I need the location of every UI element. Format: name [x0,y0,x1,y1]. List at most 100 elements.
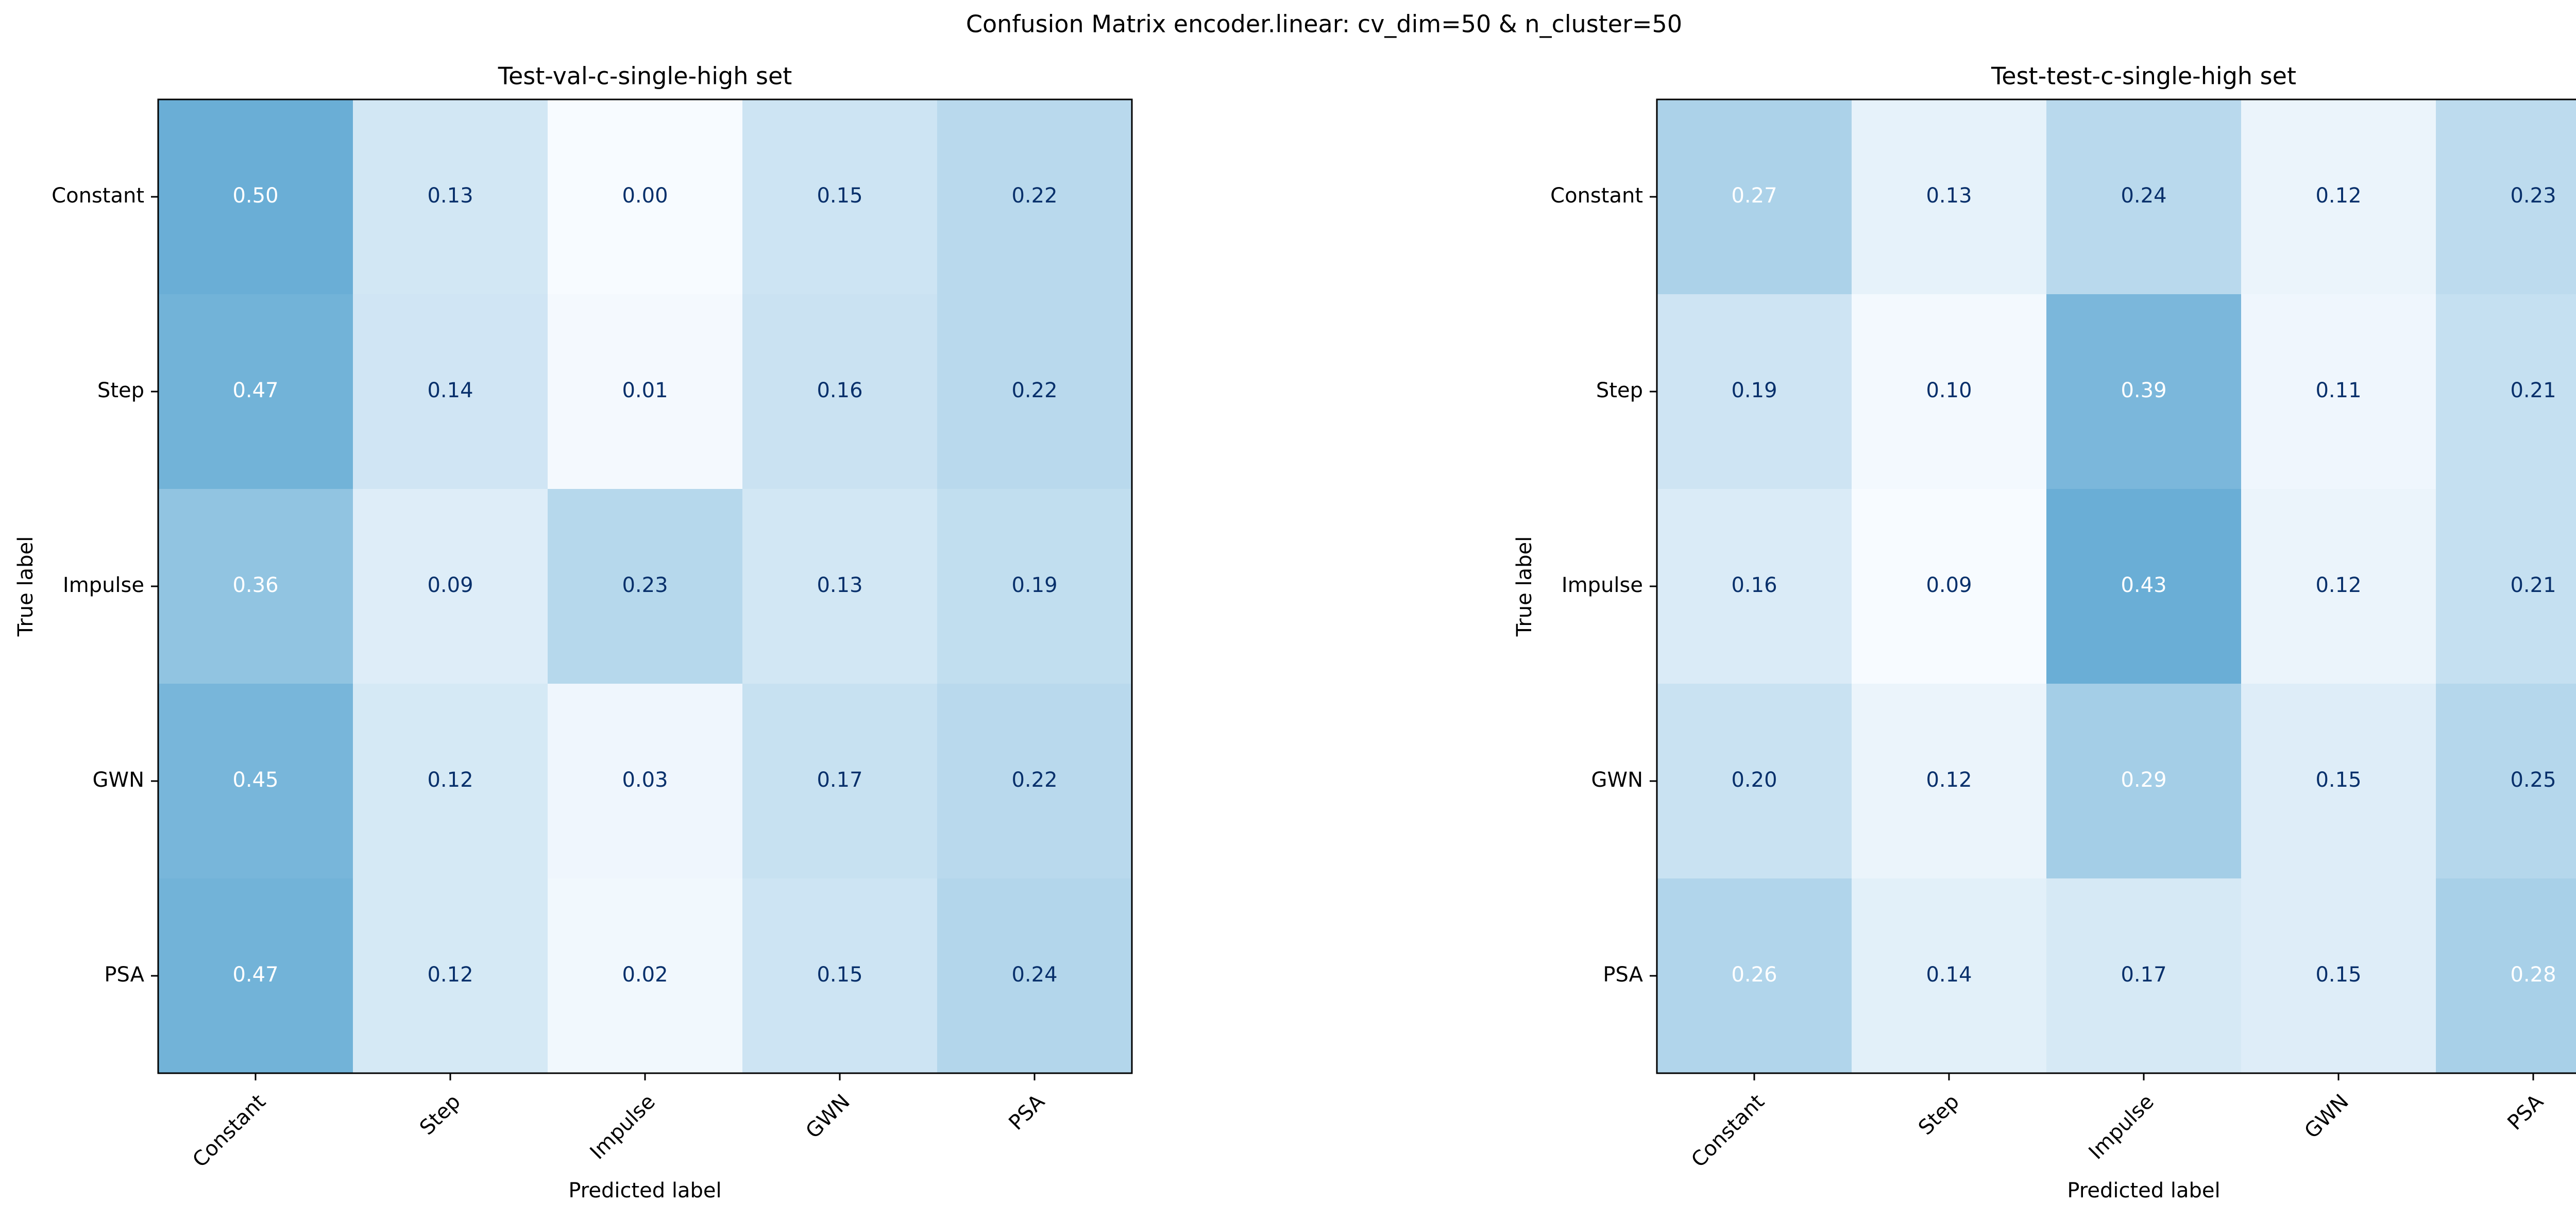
cell-value-label: 0.39 [2121,379,2166,402]
heatmap-cell [548,489,743,684]
heatmap-cell [2241,878,2436,1074]
heatmap-cell [548,294,743,489]
cell-value-label: 0.16 [817,379,862,402]
heatmap-cell [1852,878,2047,1074]
cell-value-label: 0.19 [1731,379,1777,402]
cell-value-label: 0.03 [622,768,668,792]
heatmap-cell [1852,294,2047,489]
cell-value-label: 0.24 [1011,963,1057,987]
cell-value-label: 0.19 [1011,573,1057,597]
cell-value-label: 0.02 [622,963,668,987]
heatmap-cell [937,99,1132,295]
cell-value-label: 0.09 [1926,573,1972,597]
heatmap-cell [2241,99,2436,295]
heatmap-cell [937,878,1132,1074]
heatmap-cell [2436,99,2576,295]
heatmap-panel-1: Test-val-c-single-high set 0.50 0.13 0.00 0.… [14,62,1133,1203]
heatmap-cell [353,489,548,684]
heatmap-cell [2241,684,2436,879]
cell-value-label: 0.15 [2315,963,2361,987]
cell-value-label: 0.23 [2510,184,2556,208]
y-tick-label: Step [97,379,144,402]
cell-value-label: 0.28 [2510,963,2556,987]
heatmap-cell [2046,99,2242,295]
cell-value-label: 0.45 [232,768,278,792]
cell-value-label: 0.17 [2121,963,2166,987]
heatmap-cell [937,684,1132,879]
heatmap-cell [742,684,938,879]
heatmap-cell [742,99,938,295]
heatmap-cell [2436,684,2576,879]
cell-value-label: 0.36 [232,573,278,597]
heatmap-cell [548,878,743,1074]
heatmap-cell [1852,99,2047,295]
heatmap-cell [353,294,548,489]
cell-value-label: 0.47 [232,379,278,402]
cell-value-label: 0.00 [622,184,668,208]
heatmap-cell [548,99,743,295]
heatmap-cell [2241,294,2436,489]
heatmap-cell [742,878,938,1074]
y-tick-label: Impulse [63,573,144,597]
cell-value-label: 0.17 [817,768,862,792]
y-tick-label: Step [1596,379,1643,402]
heatmap-cell [1852,489,2047,684]
heatmap-cell [2436,294,2576,489]
cell-value-label: 0.29 [2121,768,2166,792]
heatmap-cell [2046,684,2242,879]
heatmap-cell [2241,489,2436,684]
y-axis-label: True label [1513,536,1536,637]
cell-value-label: 0.24 [2121,184,2166,208]
heatmap-cell [1657,99,1852,295]
cell-value-label: 0.22 [1011,184,1057,208]
heatmap-cell [2436,489,2576,684]
x-axis-label: Predicted label [2067,1179,2220,1203]
y-tick-label: GWN [93,768,144,792]
heatmap-cell [742,294,938,489]
cell-value-label: 0.22 [1011,768,1057,792]
heatmap-cell [158,489,353,684]
heatmap-panel-2: Test-test-c-single-high set 0.27 0.13 0.24 0… [1513,62,2576,1203]
cell-value-label: 0.20 [1731,768,1777,792]
cell-value-label: 0.12 [427,963,473,987]
y-axis-label: True label [14,536,38,637]
cell-value-label: 0.15 [2315,768,2361,792]
heatmap-cell [1657,684,1852,879]
cell-value-label: 0.12 [2315,184,2361,208]
cell-value-label: 0.09 [427,573,473,597]
panels: Test-val-c-single-high set 0.50 0.13 0.00 0.… [14,62,2576,1203]
cell-value-label: 0.12 [427,768,473,792]
cell-value-label: 0.13 [817,573,862,597]
heatmap-cell [2046,489,2242,684]
heatmap-cell [2046,878,2242,1074]
figure-title: Confusion Matrix encoder.linear: cv_dim=… [966,10,1682,38]
y-tick-label: Impulse [1562,573,1643,597]
y-tick-label: PSA [104,963,144,987]
y-tick-label: PSA [1603,963,1643,987]
cell-value-label: 0.13 [427,184,473,208]
heatmap-cell [937,294,1132,489]
heatmap-cell [1657,294,1852,489]
cell-value-label: 0.15 [817,184,862,208]
heatmap-cell [158,294,353,489]
cell-value-label: 0.14 [1926,963,1972,987]
cell-value-label: 0.13 [1926,184,1972,208]
x-axis-label: Predicted label [568,1179,721,1203]
heatmap-cell [353,684,548,879]
heatmap-cell [1657,489,1852,684]
cell-value-label: 0.11 [2315,379,2361,402]
cell-value-label: 0.10 [1926,379,1972,402]
cell-value-label: 0.21 [2510,379,2556,402]
cell-value-label: 0.16 [1731,573,1777,597]
cell-value-label: 0.12 [1926,768,1972,792]
heatmap-cell [353,878,548,1074]
y-tick-label: Constant [52,184,144,208]
panel-title: Test-test-c-single-high set [1991,62,2296,90]
heatmap-cell [158,878,353,1074]
cell-value-label: 0.23 [622,573,668,597]
heatmap-cell [2436,878,2576,1074]
heatmap-cell [1657,878,1852,1074]
heatmap-cell [2046,294,2242,489]
cell-value-label: 0.01 [622,379,668,402]
heatmap-cell [158,684,353,879]
